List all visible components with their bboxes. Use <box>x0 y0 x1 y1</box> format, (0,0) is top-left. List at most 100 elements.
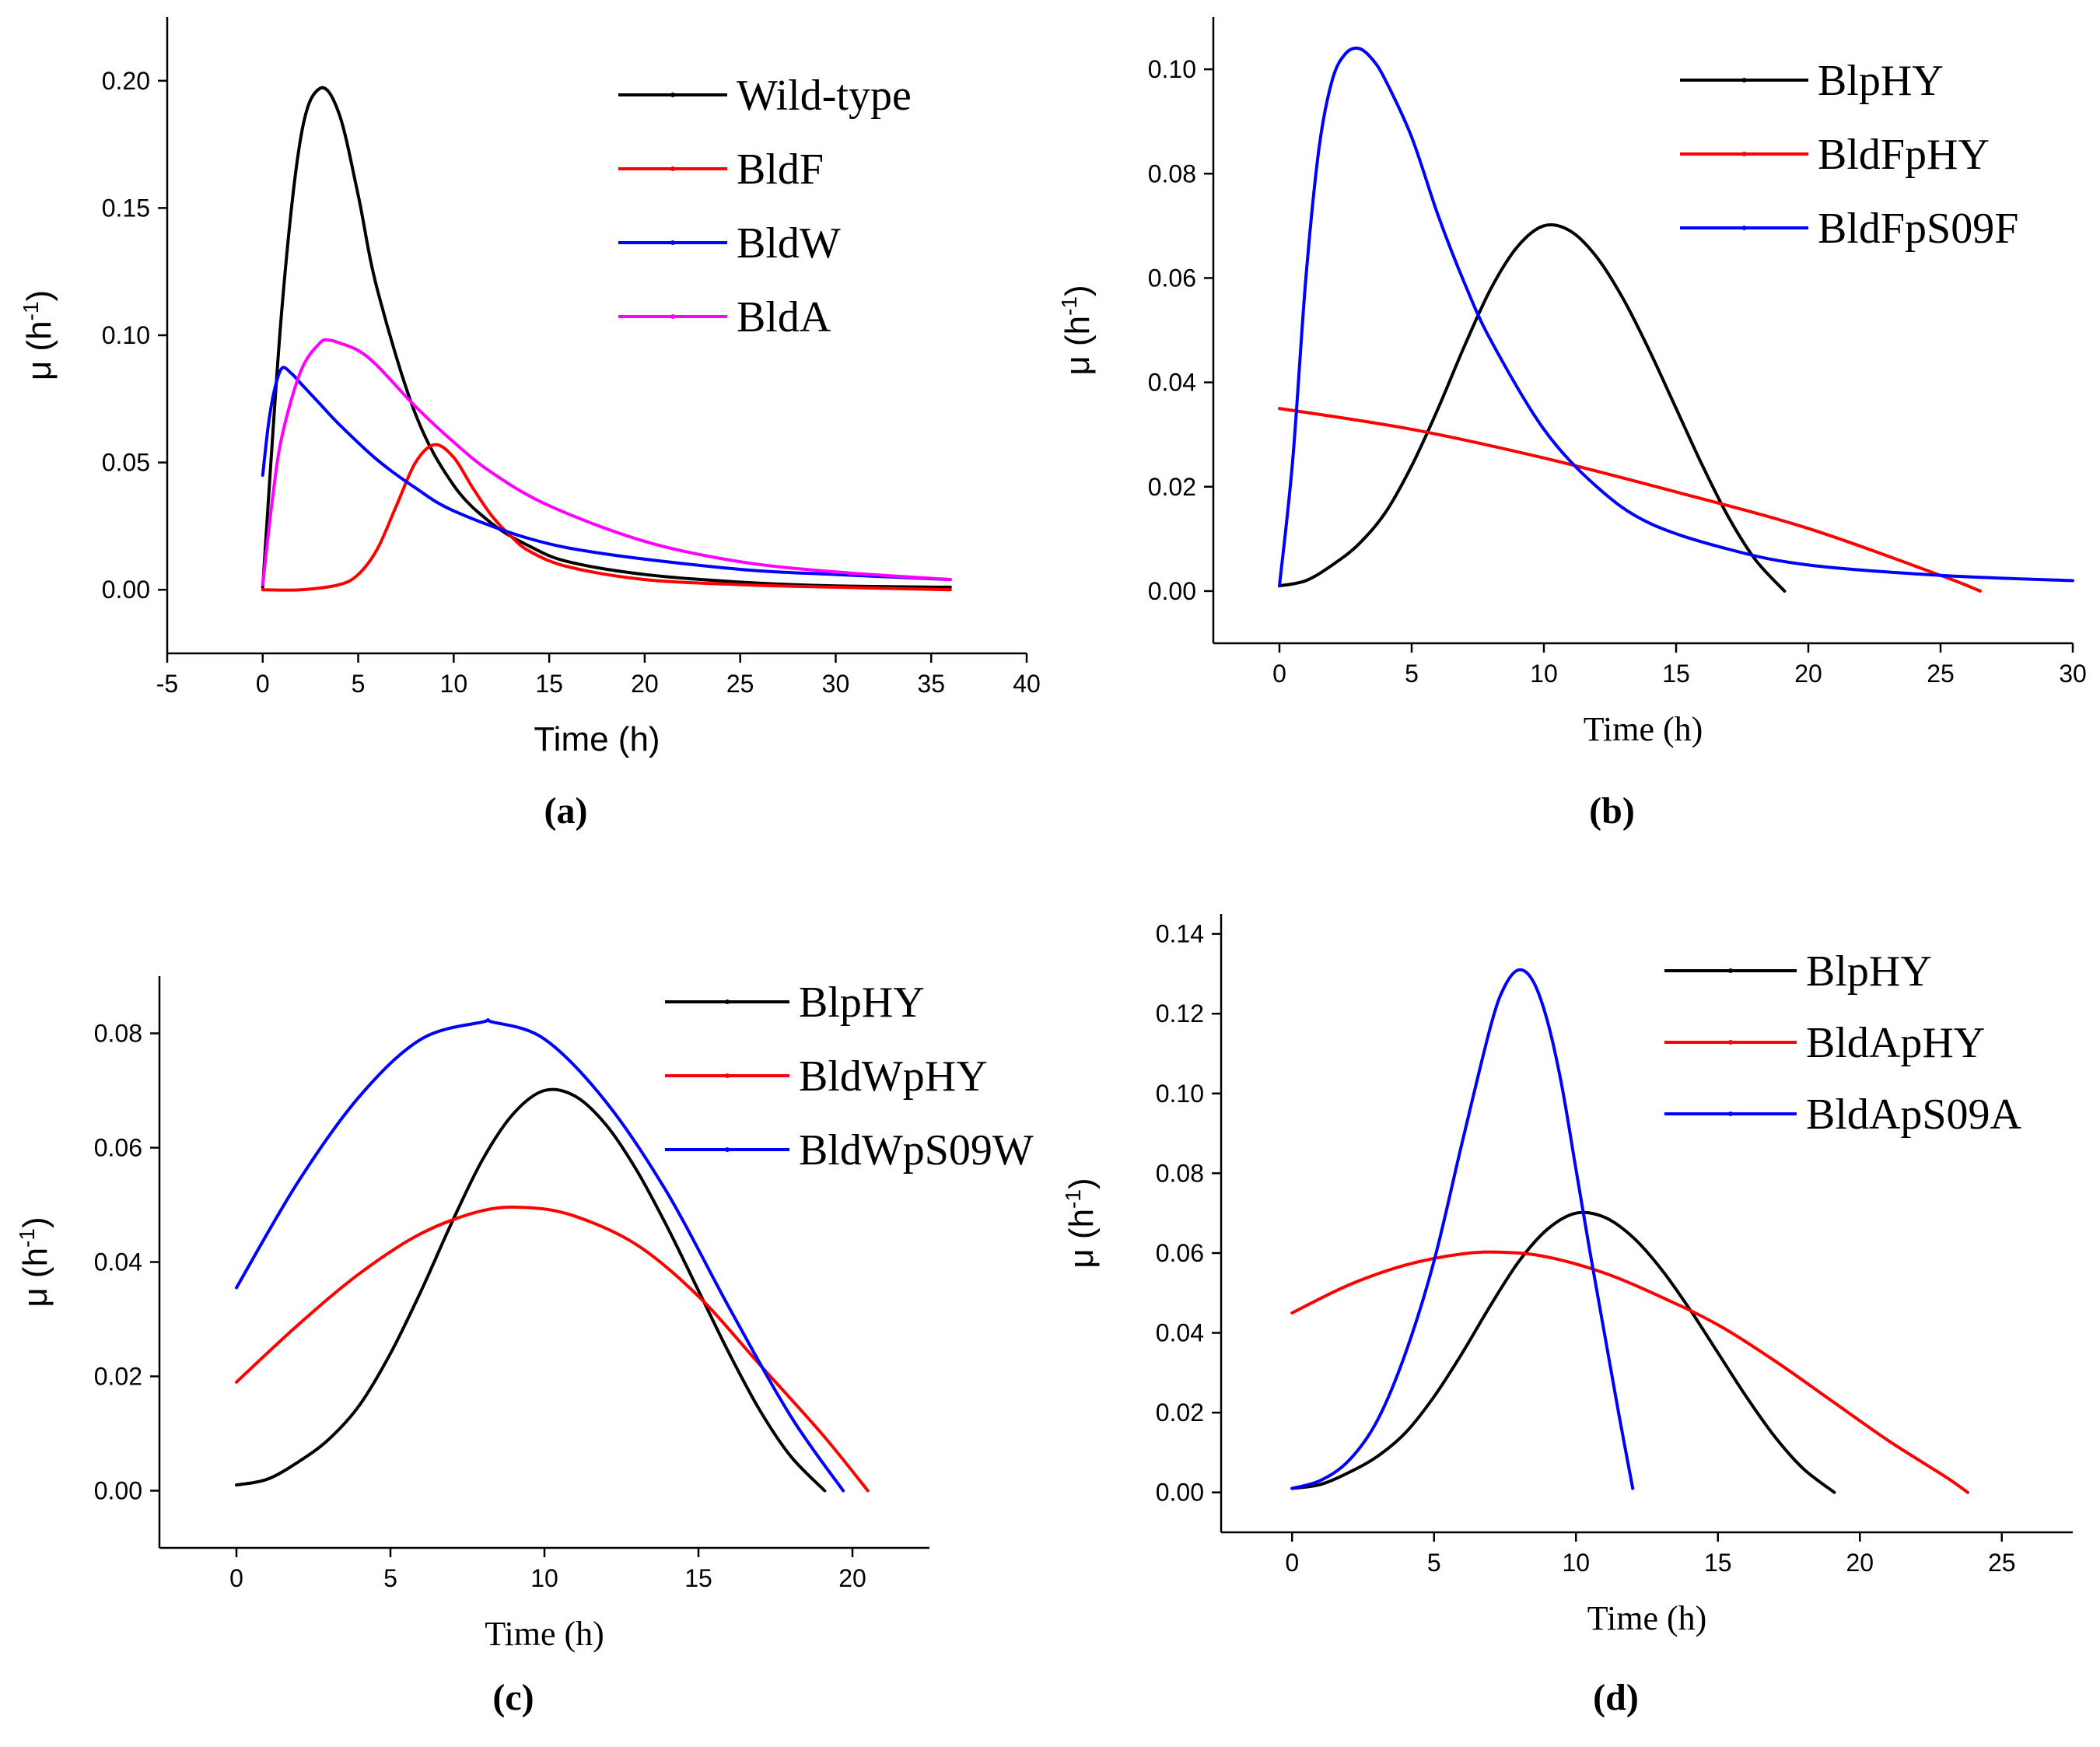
legend-marker <box>725 1073 730 1078</box>
legend-label: BldApHY <box>1806 1019 1985 1067</box>
legend-label: BlpHY <box>1818 57 1944 105</box>
y-axis-title: μ (h-1) <box>1057 285 1097 375</box>
x-tick-label: 5 <box>383 1564 397 1592</box>
panel-d: 0 5 10 15 20 25 0.00 0.02 0.04 0.06 0.08 0.10 0.12 0.… <box>1061 914 2073 1718</box>
panel-label: (b) <box>1589 790 1635 831</box>
legend-marker <box>1728 968 1733 973</box>
x-tick-label: 0 <box>1272 660 1286 688</box>
y-tick-label: 0.00 <box>1148 577 1196 605</box>
legend-label: BldA <box>737 293 831 341</box>
x-tick-label: 10 <box>1530 660 1558 688</box>
panel-label: (a) <box>544 790 588 831</box>
x-tick-label: 0 <box>256 670 270 698</box>
series-line-BldApS09A <box>1290 968 1635 1490</box>
y-tick-label: 0.06 <box>1156 1239 1204 1267</box>
legend-marker <box>670 240 675 245</box>
legend-label: BldW <box>737 219 841 268</box>
legend-label: BldWpHY <box>799 1052 988 1101</box>
x-tick-label: 15 <box>1662 660 1690 688</box>
legend-label: BlpHY <box>799 979 925 1027</box>
legend-marker <box>670 314 675 319</box>
x-axis-title: Time (h) <box>1587 1599 1707 1637</box>
panel-c: 0 5 10 15 20 0.00 0.02 0.04 0.06 0.08 BlpHY BldWpHY… <box>15 976 1034 1718</box>
x-tick-label: 20 <box>1794 660 1822 688</box>
x-tick-label: 25 <box>1988 1549 2016 1577</box>
x-tick-label: 0 <box>1285 1549 1299 1577</box>
x-axis-title: Time (h) <box>485 1615 604 1653</box>
y-tick-label: 0.02 <box>1148 473 1196 501</box>
y-tick-label: 0.04 <box>1156 1319 1204 1347</box>
legend-marker <box>725 1147 730 1152</box>
x-axis-title: Time (h) <box>1584 710 1703 748</box>
x-tick-label: 5 <box>1427 1549 1441 1577</box>
series-line-BldFpS09F <box>1278 46 2074 588</box>
y-tick-label: 0.04 <box>1148 369 1196 397</box>
y-tick-label: 0.08 <box>1148 159 1196 187</box>
legend-label: Wild-type <box>737 72 912 120</box>
x-tick-label: 20 <box>838 1564 866 1592</box>
x-tick-label: 30 <box>2059 660 2087 688</box>
x-tick-label: 10 <box>1562 1549 1590 1577</box>
x-tick-label: 20 <box>631 670 659 698</box>
series-line-BldFpHY <box>1278 407 1982 593</box>
x-tick-label: 25 <box>1927 660 1955 688</box>
y-tick-label: 0.20 <box>102 67 150 95</box>
y-tick-label: 0.00 <box>102 576 150 604</box>
legend-marker <box>670 93 675 97</box>
legend-marker <box>670 166 675 171</box>
x-tick-label: 25 <box>726 670 754 698</box>
series-line-BlpHY <box>1290 1210 1836 1494</box>
x-tick-label: 10 <box>440 670 468 698</box>
y-tick-label: 0.08 <box>94 1020 142 1048</box>
x-tick-label: 10 <box>530 1564 558 1592</box>
legend-marker <box>1741 78 1747 82</box>
series-line-BldA <box>261 338 952 586</box>
y-tick-label: 0.08 <box>1156 1159 1204 1187</box>
x-tick-label: 30 <box>822 670 850 698</box>
legend-marker <box>725 1000 730 1004</box>
y-tick-label: 0.10 <box>1148 55 1196 83</box>
legend-marker <box>1741 152 1747 156</box>
legend-label: BldFpS09F <box>1818 205 2018 253</box>
legend-marker <box>1728 1040 1733 1045</box>
legend-label: BldApS09A <box>1806 1091 2021 1139</box>
legend-label: BldFpHY <box>1818 131 1990 179</box>
y-axis-title: μ (h-1) <box>19 290 58 380</box>
x-tick-label: 15 <box>1704 1549 1732 1577</box>
series-line-BldW <box>261 366 952 582</box>
series-line-Wild-type <box>261 86 952 589</box>
panel-b: 0 5 10 15 20 25 30 0.00 0.02 0.04 0.06 0.08 0.10 BlpH… <box>1057 17 2087 831</box>
x-tick-label: 5 <box>1405 660 1419 688</box>
x-axis-title: Time (h) <box>534 720 660 758</box>
legend-label: BldF <box>737 145 824 194</box>
y-tick-label: 0.00 <box>1156 1479 1204 1507</box>
y-tick-label: 0.06 <box>94 1134 142 1162</box>
series-line-BldApHY <box>1290 1250 1969 1494</box>
y-tick-label: 0.12 <box>1156 1000 1204 1028</box>
panel-label: (d) <box>1593 1677 1639 1718</box>
y-axis-title: μ (h-1) <box>1061 1178 1101 1268</box>
x-tick-label: 5 <box>352 670 366 698</box>
legend-marker <box>1741 226 1747 230</box>
legend-label: BlpHY <box>1806 947 1932 996</box>
x-tick-label: -5 <box>156 670 178 698</box>
y-tick-label: 0.02 <box>1156 1399 1204 1427</box>
x-tick-label: 0 <box>229 1564 243 1592</box>
y-tick-label: 0.05 <box>102 449 150 477</box>
series-line-BldF <box>261 443 952 592</box>
series-line-BldWpHY <box>235 1205 870 1493</box>
series-line-BldWpS09W <box>235 1018 845 1493</box>
y-tick-label: 0.10 <box>102 321 150 349</box>
y-tick-label: 0.00 <box>94 1477 142 1505</box>
x-tick-label: 40 <box>1013 670 1041 698</box>
x-tick-label: 15 <box>684 1564 712 1592</box>
legend-marker <box>1728 1112 1733 1116</box>
panel-a: -5 0 5 10 15 20 25 30 35 40 0.00 0.05 0.10 0.15 0.20 Wi… <box>19 17 1041 831</box>
x-tick-label: 35 <box>917 670 945 698</box>
series-line-BlpHY <box>235 1087 827 1493</box>
y-axis-title: μ (h-1) <box>15 1217 54 1307</box>
y-tick-label: 0.04 <box>94 1248 142 1276</box>
x-tick-label: 20 <box>1846 1549 1874 1577</box>
x-tick-label: 15 <box>535 670 563 698</box>
